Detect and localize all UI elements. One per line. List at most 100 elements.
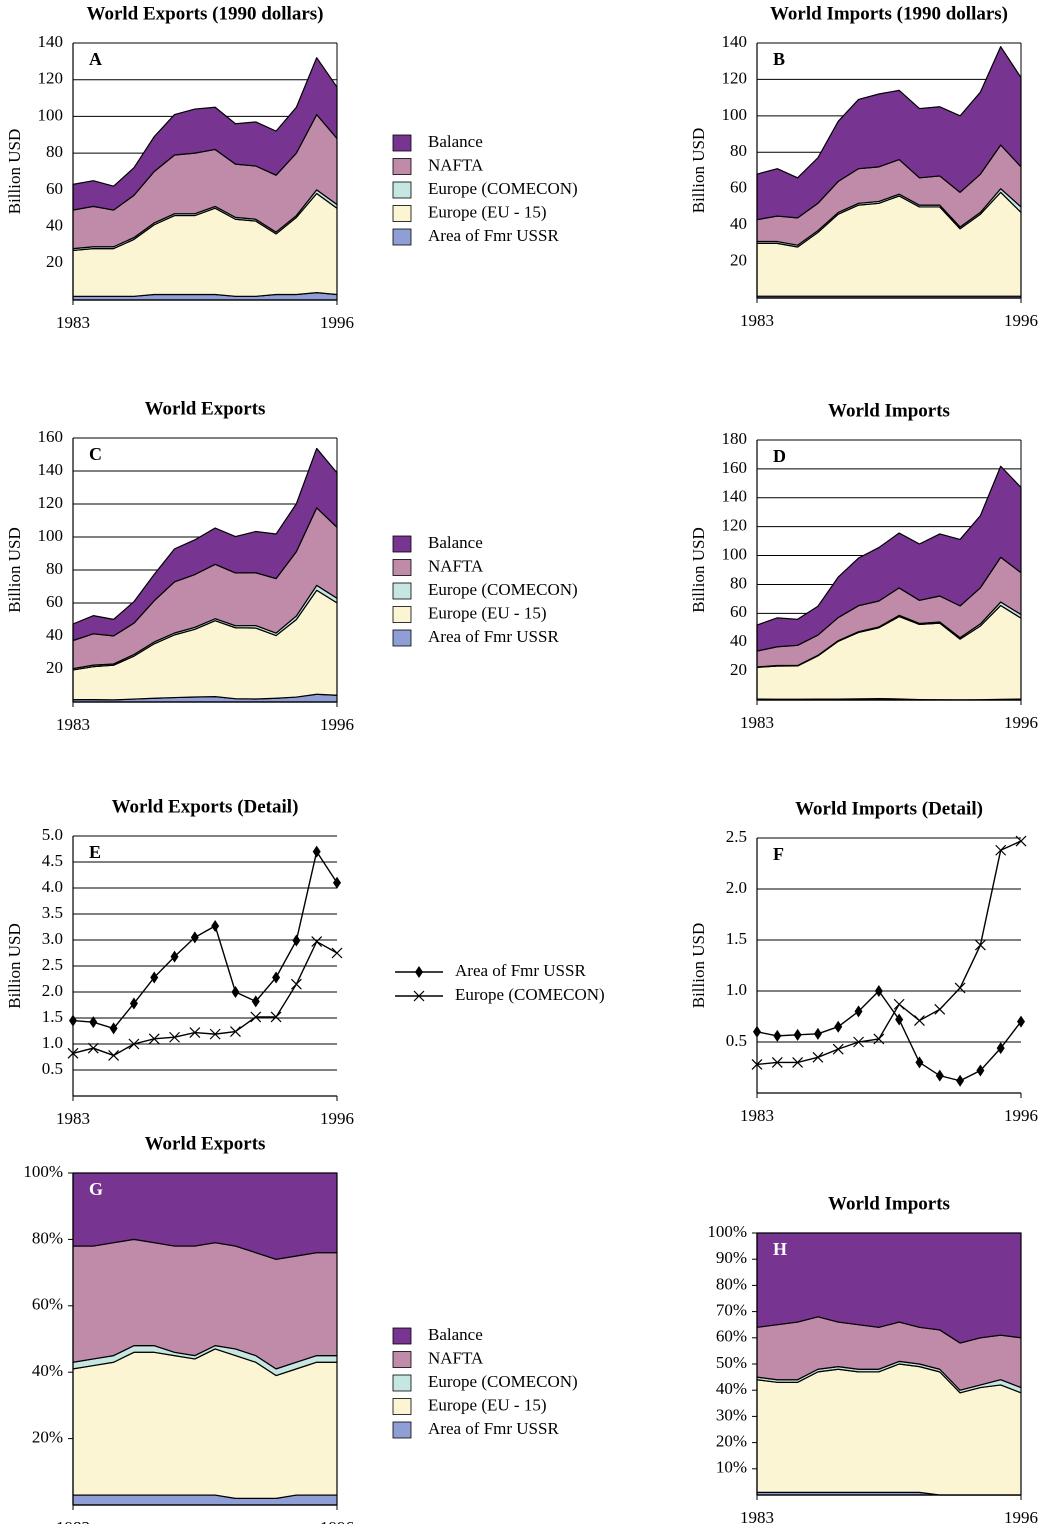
marker-diamond (415, 966, 423, 978)
y-tick-label: 20 (730, 250, 747, 269)
y-tick-label: 140 (38, 460, 64, 479)
legend-swatch (392, 629, 412, 647)
y-axis-label: Billion USD (5, 923, 24, 1009)
y-tick-label: 1.5 (42, 1007, 63, 1026)
legend-label: Europe (COMECON) (455, 985, 605, 1004)
panel-letter: H (773, 1239, 787, 1259)
y-tick-label: 100% (23, 1162, 63, 1181)
marker-x-stroke (148, 1033, 160, 1045)
marker-x-stroke (914, 1015, 925, 1027)
y-tick-label: 60 (730, 178, 747, 197)
panel-letter: E (89, 842, 101, 862)
marker-diamond (292, 934, 301, 947)
y-tick-label: 100 (722, 105, 748, 124)
legend-swatch (392, 228, 412, 246)
panel-letter: A (89, 49, 102, 69)
legend-swatch (392, 582, 412, 600)
y-tick-label: 60 (46, 179, 63, 198)
legend-swatch (392, 158, 412, 175)
marker-x (209, 1028, 221, 1040)
marker-x (771, 1056, 783, 1068)
y-tick-label: 90% (716, 1248, 747, 1267)
area-segment (72, 1494, 338, 1506)
y-tick-label: 2.0 (726, 878, 747, 897)
legend-label: NAFTA (428, 155, 484, 174)
marker-x (1015, 835, 1027, 847)
legend-label: Europe (EU - 15) (428, 1395, 547, 1414)
x-tick-label: 1996 (320, 715, 354, 734)
panel-letter: B (773, 49, 785, 69)
legend-label: Europe (COMECON) (428, 1372, 578, 1391)
y-axis-label: Billion USD (5, 129, 24, 215)
x-tick-label: 1996 (320, 1109, 354, 1128)
legend-swatch (392, 181, 412, 199)
y-tick-label: 5.0 (42, 825, 63, 844)
marker-x (189, 1027, 201, 1038)
y-tick-label: 50% (716, 1353, 747, 1372)
legend-swatch (392, 1327, 412, 1345)
x-tick-label: 1996 (1004, 1508, 1038, 1524)
legend-label: Europe (EU - 15) (428, 202, 547, 221)
marker-x-stroke (873, 1033, 885, 1045)
y-axis-label: Billion USD (689, 923, 708, 1009)
marker-diamond (312, 845, 321, 858)
line (72, 940, 338, 1057)
marker-x-stroke (108, 1050, 120, 1061)
y-tick-label: 120 (38, 493, 64, 512)
marker-diamond (129, 997, 138, 1010)
y-tick-label: 60% (716, 1327, 747, 1346)
marker-x (873, 1033, 885, 1045)
chart-title: World Exports (1990 dollars) (87, 3, 324, 24)
x-tick-label: 1983 (56, 1518, 90, 1524)
panel-letter: D (773, 446, 786, 466)
marker-x-stroke (853, 1036, 864, 1048)
marker-x-stroke (87, 1042, 99, 1054)
marker-x (995, 844, 1007, 856)
marker-x-stroke (1015, 835, 1027, 847)
legend-label: NAFTA (428, 556, 484, 575)
y-tick-label: 40 (730, 214, 747, 233)
y-tick-label: 120 (38, 69, 64, 88)
y-tick-label: 20 (46, 252, 63, 271)
y-tick-label: 20 (730, 660, 747, 679)
marker-x-stroke (169, 1031, 180, 1043)
marker-x (331, 947, 343, 959)
chart-title: World Exports (Detail) (112, 796, 299, 817)
marker-x (250, 1011, 262, 1023)
x-tick-label: 1983 (740, 713, 774, 732)
legend-label: Europe (COMECON) (428, 580, 578, 599)
marker-x (230, 1026, 241, 1037)
marker-x-stroke (974, 939, 986, 951)
marker-x (893, 998, 905, 1010)
y-axis-label: Billion USD (689, 128, 708, 214)
marker-x-stroke (771, 1056, 783, 1068)
marker-x (148, 1033, 160, 1045)
y-tick-label: 20% (32, 1428, 63, 1447)
legend-swatch (392, 134, 412, 152)
line (72, 849, 338, 1030)
y-tick-label: 160 (38, 427, 64, 446)
y-tick-label: 10% (716, 1458, 747, 1477)
marker-diamond (109, 1022, 118, 1035)
legend-label: Area of Fmr USSR (428, 1419, 559, 1438)
x-tick-label: 1996 (1004, 1106, 1038, 1125)
marker-diamond (231, 986, 240, 998)
marker-diamond (854, 1005, 863, 1018)
chart-title: World Exports (145, 398, 266, 419)
legend-swatch (392, 1421, 412, 1439)
marker-diamond (170, 950, 179, 963)
y-tick-label: 4.5 (42, 851, 63, 870)
y-tick-label: 80% (32, 1228, 63, 1247)
legend-swatch (392, 559, 412, 576)
marker-x (169, 1031, 180, 1043)
y-tick-label: 20% (716, 1432, 747, 1451)
marker-x-stroke (311, 936, 323, 947)
y-tick-label: 2.5 (42, 955, 63, 974)
y-tick-label: 80% (716, 1274, 747, 1293)
x-tick-label: 1983 (740, 1106, 774, 1125)
marker-x-stroke (270, 1011, 282, 1023)
marker-x (270, 1011, 282, 1023)
marker-x (853, 1036, 864, 1048)
y-tick-label: 60 (46, 592, 63, 611)
marker-x (128, 1038, 140, 1050)
